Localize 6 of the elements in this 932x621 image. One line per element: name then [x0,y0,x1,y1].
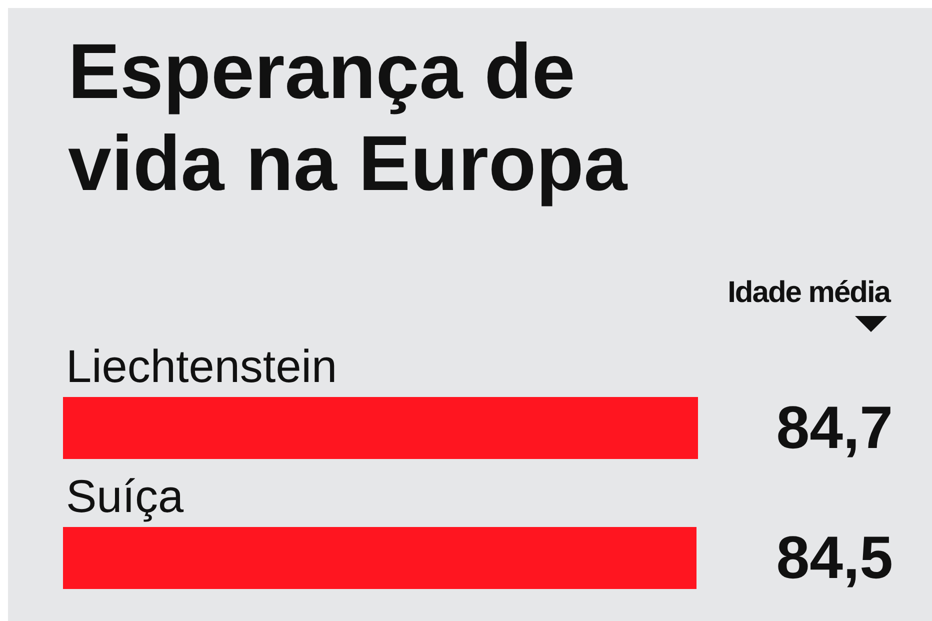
y-tick-label: Liechtenstein [66,340,338,392]
y-tick-label: Suíça [66,470,184,522]
text: Idade média [728,276,892,309]
chart-title: Esperança de vida na Europa [68,27,628,207]
data-label: 84,5 [776,524,893,591]
data-label: 84,7 [776,394,893,461]
